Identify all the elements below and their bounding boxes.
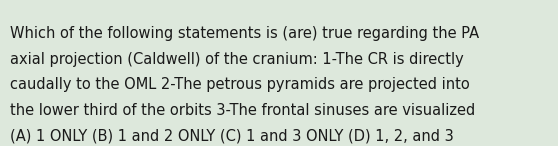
Text: caudally to the OML 2-The petrous pyramids are projected into: caudally to the OML 2-The petrous pyrami… xyxy=(10,77,470,92)
Text: the lower third of the orbits 3-The frontal sinuses are visualized: the lower third of the orbits 3-The fron… xyxy=(10,103,475,118)
Text: Which of the following statements is (are) true regarding the PA: Which of the following statements is (ar… xyxy=(10,26,479,41)
Text: (A) 1 ONLY (B) 1 and 2 ONLY (C) 1 and 3 ONLY (D) 1, 2, and 3: (A) 1 ONLY (B) 1 and 2 ONLY (C) 1 and 3 … xyxy=(10,128,454,144)
Text: axial projection (Caldwell) of the cranium: 1-The CR is directly: axial projection (Caldwell) of the crani… xyxy=(10,52,464,67)
